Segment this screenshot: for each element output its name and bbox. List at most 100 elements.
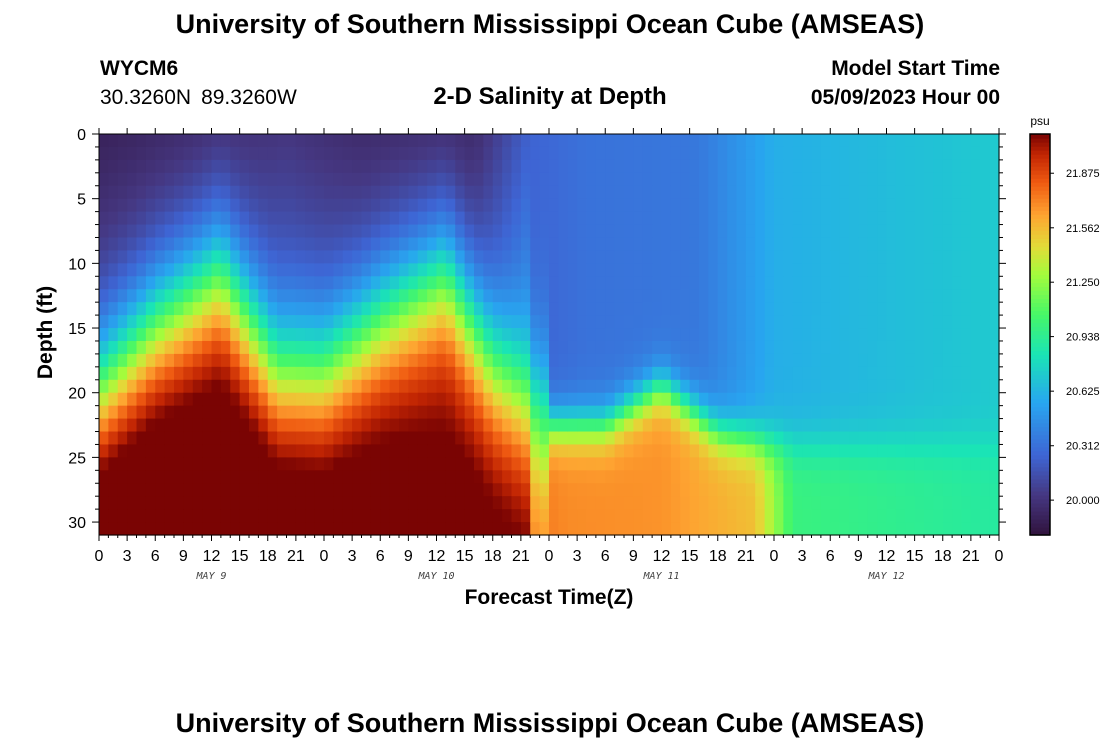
heatmap-cell (952, 302, 963, 316)
heatmap-cell (352, 250, 363, 264)
heatmap-cell (792, 198, 803, 213)
heatmap-cell (567, 263, 578, 277)
heatmap-cell (267, 276, 278, 290)
heatmap-cell (220, 159, 231, 174)
heatmap-cell (436, 444, 447, 458)
heatmap-cell (530, 483, 541, 497)
heatmap-cell (652, 392, 663, 407)
heatmap-cell (633, 172, 644, 187)
colorbar-tick-label: 20.000 (1066, 495, 1100, 507)
heatmap-cell (586, 470, 597, 484)
heatmap-cell (924, 250, 934, 264)
heatmap-cell (952, 470, 963, 484)
heatmap-cell (249, 509, 259, 523)
heatmap-cell (436, 198, 447, 213)
heatmap-cell (352, 172, 363, 187)
heatmap-cell (905, 418, 916, 433)
heatmap-cell (408, 146, 419, 161)
heatmap-cell (661, 366, 672, 381)
heatmap-cell (670, 366, 681, 381)
heatmap-cell (764, 418, 775, 433)
heatmap-cell (577, 405, 588, 420)
heatmap-cell (267, 302, 278, 316)
heatmap-cell (202, 328, 213, 342)
heatmap-cell (389, 159, 400, 174)
heatmap-cell (427, 172, 438, 187)
heatmap-cell (567, 496, 578, 510)
heatmap-cell (839, 185, 850, 200)
heatmap-cell (717, 392, 728, 407)
heatmap-cell (464, 263, 475, 277)
heatmap-cell (661, 185, 672, 200)
heatmap-cell (699, 146, 709, 161)
heatmap-cell (717, 263, 728, 277)
heatmap-cell (174, 315, 184, 329)
heatmap-cell (239, 315, 250, 329)
heatmap-cell (483, 224, 494, 239)
colorbar-segment (1030, 462, 1050, 468)
heatmap-cell (342, 185, 353, 200)
heatmap-cell (239, 509, 250, 523)
heatmap-cell (633, 250, 644, 264)
heatmap-cell (839, 340, 850, 355)
heatmap-cell (520, 444, 531, 458)
heatmap-cell (483, 302, 494, 316)
heatmap-cell (314, 379, 325, 394)
heatmap-cell (117, 483, 128, 497)
heatmap-cell (689, 470, 700, 484)
heatmap-cell (970, 185, 981, 200)
heatmap-cell (642, 328, 653, 342)
x-tick-label: 3 (798, 548, 807, 565)
heatmap-cell (370, 172, 381, 187)
heatmap-cell (652, 198, 663, 213)
heatmap-cell (970, 211, 981, 226)
heatmap-cell (989, 328, 1000, 342)
heatmap-cell (389, 509, 400, 523)
heatmap-cell (277, 483, 288, 497)
heatmap-cell (314, 470, 325, 484)
heatmap-cell (858, 263, 869, 277)
heatmap-cell (174, 134, 184, 148)
heatmap-cell (567, 366, 578, 381)
heatmap-cell (595, 496, 606, 510)
heatmap-cell (464, 276, 475, 290)
heatmap-cell (136, 134, 147, 148)
heatmap-cell (333, 159, 344, 174)
heatmap-cell (624, 353, 634, 368)
heatmap-cell (117, 340, 128, 355)
heatmap-cell (905, 509, 916, 523)
heatmap-cell (192, 340, 203, 355)
colorbar-segment (1030, 170, 1050, 175)
heatmap-cell (108, 198, 119, 213)
heatmap-cell (895, 483, 906, 497)
heatmap-cell (277, 522, 288, 536)
heatmap-cell (867, 250, 878, 264)
heatmap-cell (680, 431, 691, 446)
heatmap-cell (670, 496, 681, 510)
heatmap-cell (277, 134, 288, 148)
heatmap-cell (445, 315, 456, 329)
heatmap-cell (924, 340, 934, 355)
heatmap-cell (774, 431, 784, 446)
heatmap-cell (792, 211, 803, 226)
heatmap-cell (595, 483, 606, 497)
heatmap-cell (755, 328, 766, 342)
heatmap-cell (445, 483, 456, 497)
heatmap-cell (445, 431, 456, 446)
heatmap-cell (614, 431, 625, 446)
heatmap-cell (220, 379, 231, 394)
heatmap-cell (849, 263, 859, 277)
heatmap-cell (980, 496, 991, 510)
heatmap-cell (736, 302, 747, 316)
heatmap-cell (839, 405, 850, 420)
heatmap-cell (567, 237, 578, 252)
heatmap-cell (764, 522, 775, 536)
heatmap-cell (530, 418, 541, 433)
heatmap-cell (633, 509, 644, 523)
heatmap-cell (577, 276, 588, 290)
heatmap-cell (858, 224, 869, 239)
heatmap-cell (586, 250, 597, 264)
heatmap-cell (436, 418, 447, 433)
heatmap-cell (858, 276, 869, 290)
heatmap-cell (633, 470, 644, 484)
